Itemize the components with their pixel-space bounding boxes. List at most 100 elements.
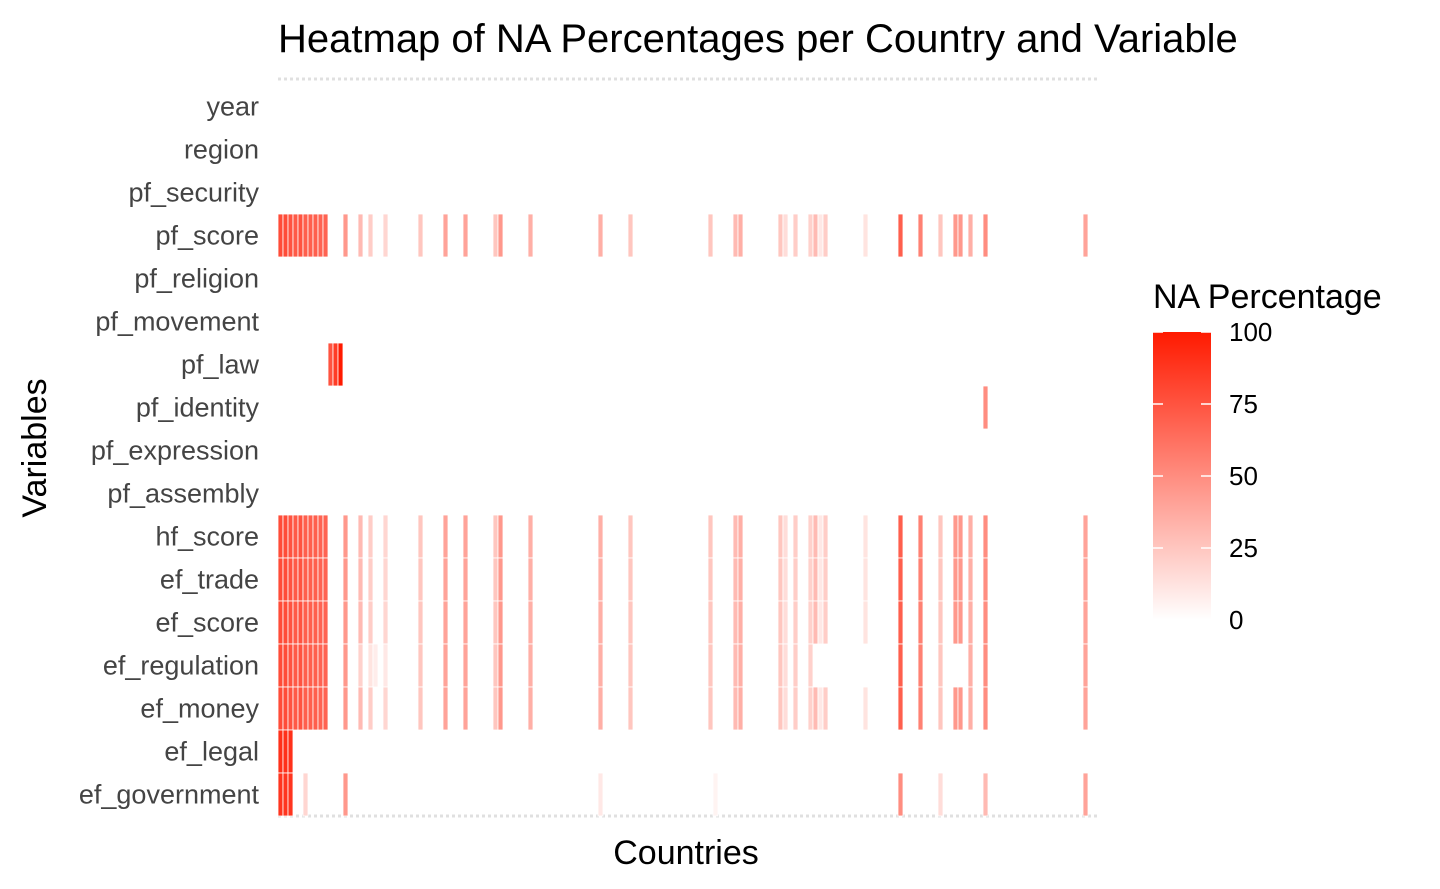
heatmap-cell-ef_score-37 (462, 600, 469, 645)
heatmap-cell-ef_money-7 (312, 686, 319, 731)
heatmap-cell-ef_trade-16 (357, 557, 364, 602)
heatmap-cell-ef_trade-18 (367, 557, 374, 602)
heatmap-cell-pf_score-44 (497, 213, 504, 258)
heatmap-cell-ef_trade-21 (382, 557, 389, 602)
heatmap-cell-ef_score-2 (287, 600, 294, 645)
heatmap-cell-ef_trade-100 (777, 557, 784, 602)
heatmap-cell-pf_score-124 (897, 213, 904, 258)
y-tick-label-ef_money: ef_money (140, 694, 259, 724)
heatmap-cell-pf_score-37 (462, 213, 469, 258)
heatmap-cell-hf_score-6 (307, 514, 314, 559)
heatmap-cell-ef_money-108 (817, 686, 824, 731)
heatmap-cell-pf_score-2 (287, 213, 294, 258)
y-tick-label-pf_score: pf_score (155, 221, 259, 251)
chart-title: Heatmap of NA Percentages per Country an… (278, 17, 1238, 61)
heatmap-cell-ef_score-5 (302, 600, 309, 645)
heatmap-cell-ef_regulation-86 (707, 643, 714, 688)
heatmap-cell-ef_money-141 (982, 686, 989, 731)
heatmap-cell-ef_score-117 (862, 600, 869, 645)
heatmap-cell-ef_money-109 (822, 686, 829, 731)
heatmap-cell-hf_score-138 (967, 514, 974, 559)
y-tick-label-ef_score: ef_score (155, 608, 259, 638)
heatmap-cell-ef_regulation-138 (967, 643, 974, 688)
heatmap-cell-ef_government-1 (282, 772, 289, 817)
heatmap-cell-ef_money-86 (707, 686, 714, 731)
heatmap-cell-pf_score-33 (442, 213, 449, 258)
heatmap-cell-ef_trade-86 (707, 557, 714, 602)
heatmap-cell-ef_score-8 (317, 600, 324, 645)
heatmap-cell-ef_regulation-70 (627, 643, 634, 688)
heatmap-cell-pf_score-3 (292, 213, 299, 258)
heatmap-cell-hf_score-21 (382, 514, 389, 559)
heatmap-cell-ef_trade-50 (527, 557, 534, 602)
heatmap-cell-ef_money-138 (967, 686, 974, 731)
heatmap-cell-ef_money-44 (497, 686, 504, 731)
heatmap-cell-ef_trade-128 (917, 557, 924, 602)
heatmap-cell-hf_score-108 (817, 514, 824, 559)
heatmap-cell-ef_trade-8 (317, 557, 324, 602)
heatmap-cell-hf_score-106 (807, 514, 814, 559)
heatmap-cell-hf_score-128 (917, 514, 924, 559)
heatmap-cell-pf_law-12 (337, 342, 344, 387)
heatmap-cell-pf_score-141 (982, 213, 989, 258)
heatmap-cell-ef_government-161 (1082, 772, 1089, 817)
heatmap-cell-ef_trade-0 (277, 557, 284, 602)
heatmap-cell-ef_regulation-128 (917, 643, 924, 688)
heatmap-cell-ef_legal-2 (287, 729, 294, 774)
heatmap-cell-hf_score-161 (1082, 514, 1089, 559)
y-tick-label-ef_regulation: ef_regulation (103, 651, 259, 681)
heatmap-cell-ef_money-2 (287, 686, 294, 731)
heatmap-cell-ef_trade-13 (342, 557, 349, 602)
heatmap-cell-ef_score-4 (297, 600, 304, 645)
heatmap-cell-pf_score-13 (342, 213, 349, 258)
heatmap-cell-ef_score-135 (952, 600, 959, 645)
heatmap-cell-hf_score-2 (287, 514, 294, 559)
heatmap-cell-hf_score-109 (822, 514, 829, 559)
heatmap-cell-pf_score-91 (732, 213, 739, 258)
heatmap-cell-ef_money-124 (897, 686, 904, 731)
heatmap-cell-pf_score-5 (302, 213, 309, 258)
heatmap-cell-ef_score-109 (822, 600, 829, 645)
heatmap-cell-hf_score-117 (862, 514, 869, 559)
heatmap-cell-ef_money-18 (367, 686, 374, 731)
y-tick-label-pf_identity: pf_identity (136, 393, 260, 423)
heatmap-cell-ef_government-2 (287, 772, 294, 817)
heatmap-cell-ef_regulation-161 (1082, 643, 1089, 688)
heatmap-cell-hf_score-135 (952, 514, 959, 559)
heatmap-cell-pf_score-18 (367, 213, 374, 258)
y-tick-label-ef_trade: ef_trade (160, 565, 259, 595)
heatmap-cell-hf_score-4 (297, 514, 304, 559)
y-tick-label-pf_religion: pf_religion (134, 264, 259, 294)
heatmap-cell-ef_score-50 (527, 600, 534, 645)
heatmap-cell-ef_score-103 (792, 600, 799, 645)
heatmap-cell-ef_regulation-16 (357, 643, 364, 688)
heatmap-cell-ef_score-161 (1082, 600, 1089, 645)
y-tick-label-pf_expression: pf_expression (91, 436, 259, 466)
heatmap-cell-ef_money-6 (307, 686, 314, 731)
heatmap-cell-ef_money-0 (277, 686, 284, 731)
heatmap-cell-pf_score-103 (792, 213, 799, 258)
heatmap-cell-ef_trade-132 (937, 557, 944, 602)
heatmap-cell-ef_government-5 (302, 772, 309, 817)
heatmap-cell-hf_score-1 (282, 514, 289, 559)
y-tick-label-pf_movement: pf_movement (95, 307, 259, 337)
heatmap-cell-ef_money-3 (292, 686, 299, 731)
heatmap-cell-ef_trade-101 (782, 557, 789, 602)
heatmap-cell-ef_money-70 (627, 686, 634, 731)
heatmap-cell-pf_score-92 (737, 213, 744, 258)
heatmap-cell-ef_score-18 (367, 600, 374, 645)
heatmap-cell-pf_score-128 (917, 213, 924, 258)
heatmap-cell-pf_law-10 (327, 342, 334, 387)
heatmap-cell-ef_government-141 (982, 772, 989, 817)
legend-tick-label-50: 50 (1229, 461, 1258, 491)
heatmap-cell-ef_money-132 (937, 686, 944, 731)
heatmap-cell-pf_score-108 (817, 213, 824, 258)
heatmap-cell-ef_trade-70 (627, 557, 634, 602)
heatmap-cell-ef_legal-1 (282, 729, 289, 774)
heatmap-cell-ef_score-13 (342, 600, 349, 645)
heatmap-cell-ef_regulation-13 (342, 643, 349, 688)
heatmap-cell-pf_score-109 (822, 213, 829, 258)
heatmap-cell-ef_trade-5 (302, 557, 309, 602)
heatmap-cell-pf_score-1 (282, 213, 289, 258)
heatmap-cell-ef_regulation-28 (417, 643, 424, 688)
